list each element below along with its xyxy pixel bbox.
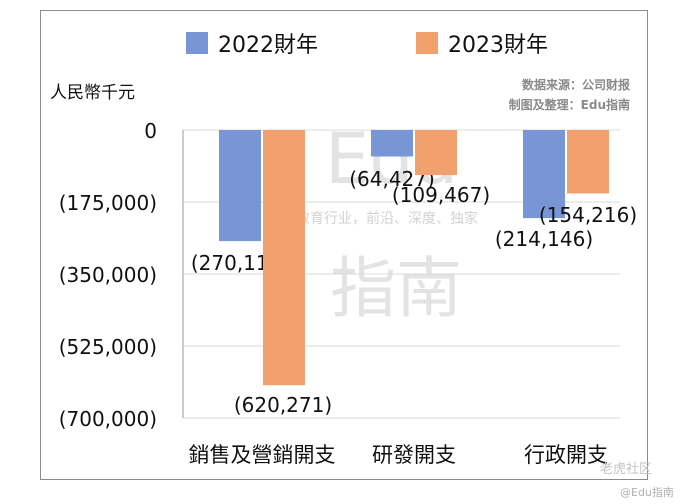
corner-logo-text: 老虎社区	[600, 462, 653, 477]
data-label: (109,467)	[392, 183, 490, 207]
bar	[415, 130, 457, 176]
y-tick-label: (700,000)	[59, 407, 157, 431]
watermark-slogan: 教育行业，前沿、深度、独家	[296, 211, 478, 227]
data-label: (154,216)	[539, 203, 637, 227]
watermark-zhinan: 指南	[330, 250, 462, 327]
bar	[523, 130, 565, 219]
bar	[371, 130, 413, 157]
legend-swatch	[416, 32, 438, 54]
bar	[263, 130, 305, 386]
corner-handle: @Edu指南	[620, 486, 674, 499]
chart-frame	[40, 10, 648, 480]
source-credit: 数据来源：公司财报	[521, 78, 630, 92]
author-credit: 制图及整理：Edu指南	[508, 98, 630, 112]
x-category-label: 行政開支	[524, 443, 608, 467]
y-tick-label: (175,000)	[59, 191, 157, 215]
data-label: (214,146)	[495, 227, 593, 251]
legend-label: 2023財年	[448, 33, 548, 58]
y-tick-label: (525,000)	[59, 335, 157, 359]
y-tick-label: (350,000)	[59, 263, 157, 287]
data-label: (620,271)	[234, 393, 332, 417]
bar	[567, 130, 609, 194]
bar	[219, 130, 261, 242]
y-tick-label: 0	[144, 119, 157, 143]
legend-swatch	[186, 32, 208, 54]
unit-label: 人民幣千元	[50, 83, 135, 103]
legend-label: 2022財年	[218, 33, 318, 58]
x-category-label: 銷售及營銷開支	[189, 443, 336, 467]
x-category-label: 研發開支	[372, 443, 456, 467]
